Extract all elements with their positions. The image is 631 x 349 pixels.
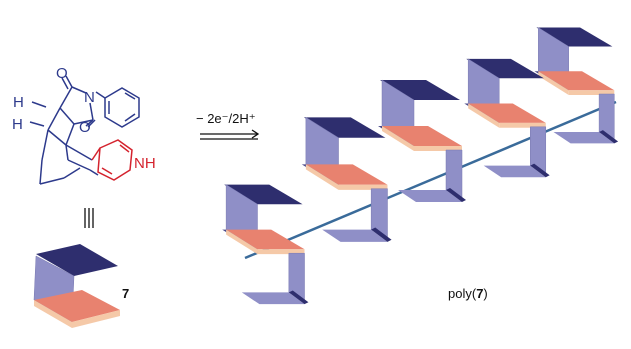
equivalence-symbol	[84, 208, 94, 228]
atom-label-o-top: O	[56, 65, 68, 82]
polymer-label: poly(7)	[448, 286, 488, 301]
atom-label-nh: NH	[134, 155, 156, 172]
polymer-unit	[301, 116, 393, 243]
monomer-cartoon	[33, 244, 120, 328]
atom-label-o-bottom: O	[79, 119, 91, 136]
atom-label-h-lower: H	[12, 116, 23, 133]
reaction-conditions: − 2e⁻/2H⁺	[196, 111, 256, 126]
polymer-stack	[221, 27, 619, 305]
atom-label-n-imide: N	[84, 89, 95, 106]
imide-ring	[59, 75, 96, 128]
reaction-arrow	[200, 129, 260, 140]
bicyclic-cage	[29, 101, 99, 185]
monomer-structure: O N O H H NH	[12, 65, 156, 185]
phenyl-ring	[95, 87, 140, 128]
polymer-unit	[221, 184, 309, 305]
polymer-unit	[534, 27, 619, 144]
atom-label-h-upper: H	[13, 94, 24, 111]
compound-number: 7	[122, 286, 129, 301]
polymer-backbone	[244, 100, 617, 260]
dihydropyridine-ring	[91, 139, 133, 181]
